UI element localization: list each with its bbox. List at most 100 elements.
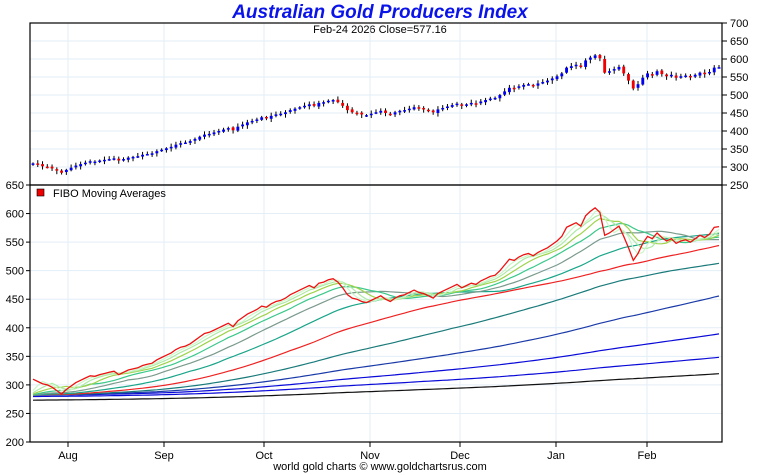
candle-body [474,103,478,105]
close-line [32,206,720,395]
candle-body [412,107,416,110]
candle-body [674,75,678,78]
ma-tick-label: 300 [6,380,24,392]
candle-body [103,159,106,162]
candle-body [641,77,645,85]
ma-panel-frame [29,184,723,443]
candle-body [198,136,202,140]
candle-body [174,144,178,148]
candle-body [345,105,349,111]
candle-body [441,107,445,110]
candle-body [717,67,721,69]
moving-average-lines [32,206,720,401]
candle-body [55,169,59,171]
candle-body [631,80,635,89]
candle-body [331,100,335,102]
candle-body [708,71,711,74]
price-tick-label: 500 [730,90,748,102]
candle-body [222,129,225,132]
candle-body [650,74,654,76]
candle-body [655,71,659,75]
candle-body [507,87,511,93]
candle-body [617,66,621,70]
candle-body [112,158,116,160]
candle-body [536,83,540,86]
candle-body [279,113,283,116]
candle-body [255,119,259,121]
candle-body [150,153,154,155]
candle-body [693,74,697,77]
candle-body [598,55,602,59]
candle-body [145,154,149,156]
candle-body [355,112,359,115]
price-tick-label: 450 [730,108,748,120]
candle-body [493,97,497,100]
candle-body [284,112,287,115]
ma-line-89 [32,262,720,396]
candle-body [45,166,49,169]
ma-tick-label: 250 [6,408,24,420]
candle-body [126,157,130,160]
candle-body [665,74,669,77]
legend-label: FIBO Moving Averages [53,188,166,200]
price-axis: 700 650 600 550 500 450 400 350 300 250 [722,18,748,192]
candle-body [460,104,464,106]
ma-line-144 [32,295,720,396]
candle-body [646,73,649,78]
candle-body [193,138,197,141]
candle-body [403,110,407,112]
candle-body [369,113,373,116]
candle-body [98,160,102,163]
candle-body [365,115,368,117]
candle-body [36,163,40,165]
candle-body [117,158,121,161]
candle-body [274,114,278,116]
close-readout: Feb-24 2026 Close=577.16 [313,24,447,36]
price-grid [30,22,722,186]
candlesticks [31,53,721,175]
candle-body [593,55,597,58]
candle-body [455,103,459,106]
candle-body [712,67,716,73]
candle-body [579,65,583,67]
ma-tick-label: 200 [6,437,24,449]
candle-body [612,69,616,71]
candle-body [241,124,245,127]
candle-body [384,110,387,113]
candle-body [522,84,526,87]
candle-body [517,86,521,88]
candle-body [31,163,35,165]
candle-body [298,107,302,109]
price-tick-label: 550 [730,72,748,84]
candle-body [207,133,211,136]
candle-body [503,91,507,95]
price-tick-label: 250 [730,180,748,192]
ma-tick-label: 500 [6,266,24,278]
candle-body [88,161,92,163]
candle-body [584,60,588,67]
candle-body [217,131,221,133]
candle-body [293,108,297,111]
candle-body [326,100,330,103]
candle-body [264,116,268,119]
candle-body [374,112,378,114]
month-tick-label: Feb [638,450,657,462]
candle-body [93,161,97,164]
candle-body [50,166,54,169]
candle-body [307,104,311,107]
candle-body [155,151,159,154]
candle-body [41,164,44,167]
candle-body [627,74,630,81]
candle-body [450,105,454,107]
candle-body [527,84,530,86]
price-tick-label: 700 [730,18,748,30]
candle-body [684,75,688,78]
candle-body [231,127,235,131]
price-tick-label: 600 [730,54,748,66]
ma-line-3 [32,209,720,393]
candle-body [703,72,707,75]
candle-body [141,154,145,157]
candle-body [169,146,173,149]
candle-body [679,76,683,78]
candle-body [531,84,535,87]
